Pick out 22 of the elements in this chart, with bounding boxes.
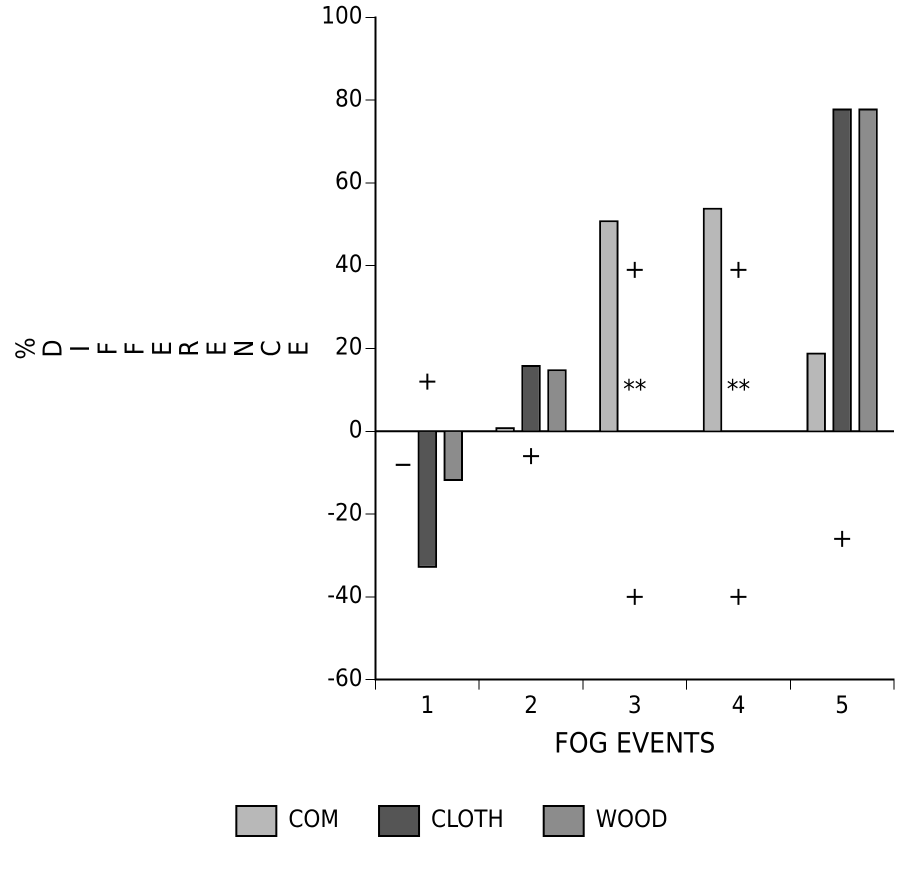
y-tick-label: 100 [321,2,363,30]
annotation: − [393,450,413,480]
x-tick-label: 2 [524,691,538,720]
x-tick-label: 3 [628,691,642,720]
annotation: ** [623,375,646,406]
text: % DIFFERENCE [11,337,314,360]
y-tick-label: 60 [335,167,363,196]
y-tick-label: 20 [335,332,363,361]
legend-label: CLOTH [431,805,504,834]
y-tick-label: -40 [327,581,363,610]
y-tick-label: 40 [335,250,363,278]
x-axis-title: FOG EVENTS [554,726,716,760]
y-tick-label: 0 [348,416,363,444]
x-tick-label: 5 [835,691,850,720]
legend-label: COM [288,805,340,834]
y-tick-label: -60 [327,664,363,692]
x-tick-label: 1 [420,691,434,720]
x-tick-label: 4 [732,691,746,720]
y-tick-label: -20 [327,498,363,526]
y-tick-label: 80 [335,84,363,112]
annotation: ** [726,375,750,406]
legend-label: WOOD [596,805,668,834]
